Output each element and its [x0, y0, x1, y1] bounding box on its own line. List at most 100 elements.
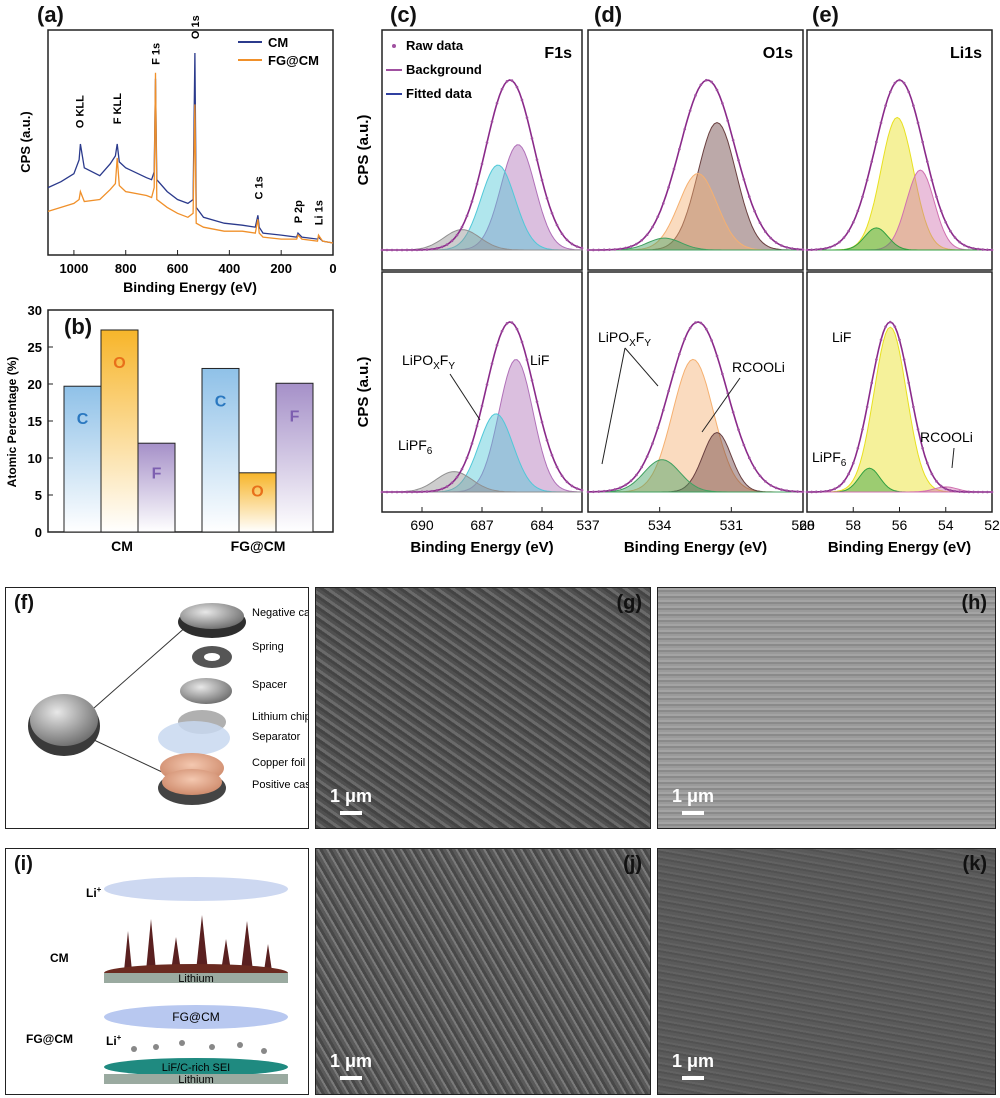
- raw-data-point: [515, 85, 519, 89]
- panel-label-g: (g): [616, 592, 642, 614]
- raw-data-point: [819, 247, 823, 251]
- chart-d-bottom-frame: [587, 271, 804, 513]
- chart-e-top: Li1s: [805, 29, 994, 271]
- raw-data-point: [976, 490, 980, 494]
- fgcm-disc: [104, 1005, 288, 1029]
- raw-data-point: [916, 121, 920, 125]
- raw-data-point: [721, 102, 724, 105]
- raw-data-point: [385, 248, 389, 252]
- raw-data-point: [944, 487, 948, 491]
- panel-label-a: (a): [37, 2, 64, 27]
- coin-cell-label: Negative case: [252, 607, 309, 619]
- raw-data-point: [500, 329, 504, 333]
- legend-cm-label: CM: [268, 35, 288, 50]
- panel-label-c: (c): [390, 2, 417, 27]
- raw-data-point: [976, 247, 980, 251]
- b-bar-label: C: [77, 411, 89, 428]
- raw-data-point: [656, 426, 660, 430]
- raw-data-point: [565, 238, 569, 242]
- chart-cde: F1s 690 687 684 Binding Energy (eV) CPS (a.u.…: [355, 29, 1000, 556]
- raw-data-point: [769, 483, 773, 487]
- label-c-lipoxfy: LiPOXFY: [402, 352, 455, 372]
- raw-data-point: [935, 195, 938, 199]
- label-e-lif: LiF: [832, 329, 851, 345]
- b-ytick-label: 25: [28, 340, 42, 355]
- a-series-fgcm: [47, 72, 334, 244]
- raw-data-point: [972, 490, 975, 494]
- raw-data-point: [721, 372, 724, 376]
- raw-data-point: [958, 490, 961, 493]
- raw-data-point: [769, 236, 773, 240]
- sei-layer: [104, 1058, 288, 1076]
- raw-data-point: [565, 480, 569, 484]
- chart-c-bottom-peak-2: [382, 471, 582, 493]
- raw-data-point: [972, 247, 975, 250]
- raw-data-point: [460, 225, 464, 229]
- chart-b-category-cm: CM: [111, 538, 133, 554]
- b-ytick-label: 10: [28, 451, 42, 466]
- chart-c-ylabel-bottom: CPS (a.u.): [355, 357, 372, 428]
- raw-data-point: [814, 490, 818, 494]
- raw-data-point: [780, 488, 783, 491]
- raw-data-point: [764, 480, 767, 483]
- panel-label-i: (i): [14, 853, 33, 875]
- a-annotation: O KLL: [75, 95, 87, 128]
- a-xtick-label: 1000: [59, 261, 88, 276]
- b-bar-label: O: [113, 355, 125, 372]
- b-bar-cm-c: [63, 385, 102, 533]
- chart-a-annotations: O KLL F KLL F 1s O 1s C 1s P 2p Li 1s: [75, 15, 326, 225]
- panel-label-k: (k): [962, 853, 987, 875]
- e-xtick-label: 58: [845, 517, 861, 533]
- raw-data-point: [967, 245, 971, 249]
- legend-fgcm-label: FG@CM: [268, 53, 319, 68]
- raw-data-point: [833, 243, 837, 247]
- raw-data-point: [884, 104, 887, 107]
- raw-data-point: [780, 244, 783, 247]
- raw-data-point: [405, 248, 409, 252]
- raw-data-point: [430, 489, 434, 493]
- species-labels: LiPOXFY LiF LiPF6 LiPOXFY RCOOLi LiF LiPF6 RCOO…: [398, 329, 973, 469]
- chart-cde-groups: F1s 690 687 684 Binding Energy (eV) CPS (a.u.…: [355, 29, 1000, 556]
- cm-lithium-slab: [104, 973, 288, 983]
- chart-b-ylabel: Atomic Percentage (%): [5, 357, 19, 488]
- a-series-cm: [47, 52, 334, 244]
- raw-data-point: [699, 321, 703, 325]
- legend-entry: Fitted data: [406, 86, 472, 101]
- label-arrow: [601, 347, 626, 465]
- raw-data-point: [865, 178, 869, 182]
- raw-data-point: [440, 487, 444, 491]
- b-ytick-label: 5: [35, 488, 42, 503]
- raw-data-point: [893, 325, 897, 328]
- raw-data-point: [640, 465, 644, 469]
- b-bar-fgcm-f: [275, 382, 314, 533]
- raw-data-point: [515, 327, 519, 331]
- raw-data-point: [861, 427, 864, 431]
- chart-a-ylabel: CPS (a.u.): [18, 111, 33, 172]
- raw-data-point: [450, 239, 454, 243]
- raw-data-point: [678, 147, 681, 151]
- a-xtick-label: 0: [329, 261, 336, 276]
- raw-data-point: [828, 245, 832, 249]
- a-annotation: F KLL: [112, 93, 124, 124]
- raw-data-point: [425, 490, 429, 493]
- raw-data-point: [847, 229, 850, 233]
- raw-data-point: [939, 209, 943, 213]
- raw-data-point: [801, 248, 805, 251]
- chart-c-legend: Raw data Background Fitted data: [386, 38, 482, 101]
- raw-data-point: [949, 229, 952, 233]
- raw-data-point: [737, 428, 740, 431]
- scalebar-h-line: [682, 811, 704, 815]
- raw-data-point: [490, 362, 494, 365]
- raw-data-point: [505, 322, 509, 325]
- raw-data-point: [629, 479, 633, 483]
- raw-data-point: [861, 195, 864, 199]
- raw-data-point: [560, 474, 564, 478]
- coin-cell-label: Spring: [252, 641, 284, 653]
- raw-data-point: [510, 321, 514, 324]
- raw-data-point: [810, 248, 813, 252]
- raw-data-point: [430, 247, 434, 251]
- a-xtick-label: 800: [115, 261, 137, 276]
- raw-data-point: [470, 442, 474, 445]
- assembled-coin-top: [30, 694, 98, 746]
- raw-data-point: [540, 420, 544, 424]
